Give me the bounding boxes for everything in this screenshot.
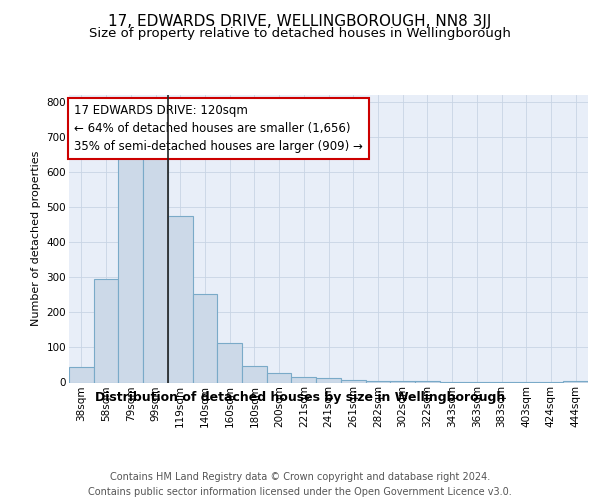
- Bar: [563, 380, 588, 382]
- Bar: [168, 216, 193, 382]
- Y-axis label: Number of detached properties: Number of detached properties: [31, 151, 41, 326]
- Bar: [193, 294, 217, 382]
- Text: Distribution of detached houses by size in Wellingborough: Distribution of detached houses by size …: [95, 391, 505, 404]
- Text: 17, EDWARDS DRIVE, WELLINGBOROUGH, NN8 3JJ: 17, EDWARDS DRIVE, WELLINGBOROUGH, NN8 3…: [109, 14, 491, 29]
- Bar: [217, 343, 242, 382]
- Bar: [390, 381, 415, 382]
- Bar: [69, 366, 94, 382]
- Bar: [242, 366, 267, 382]
- Bar: [143, 151, 168, 382]
- Text: 17 EDWARDS DRIVE: 120sqm
← 64% of detached houses are smaller (1,656)
35% of sem: 17 EDWARDS DRIVE: 120sqm ← 64% of detach…: [74, 104, 363, 152]
- Bar: [267, 372, 292, 382]
- Text: Size of property relative to detached houses in Wellingborough: Size of property relative to detached ho…: [89, 28, 511, 40]
- Bar: [292, 377, 316, 382]
- Bar: [365, 380, 390, 382]
- Text: Contains HM Land Registry data © Crown copyright and database right 2024.
Contai: Contains HM Land Registry data © Crown c…: [88, 472, 512, 498]
- Bar: [94, 279, 118, 382]
- Bar: [341, 380, 365, 382]
- Bar: [316, 378, 341, 382]
- Bar: [118, 154, 143, 382]
